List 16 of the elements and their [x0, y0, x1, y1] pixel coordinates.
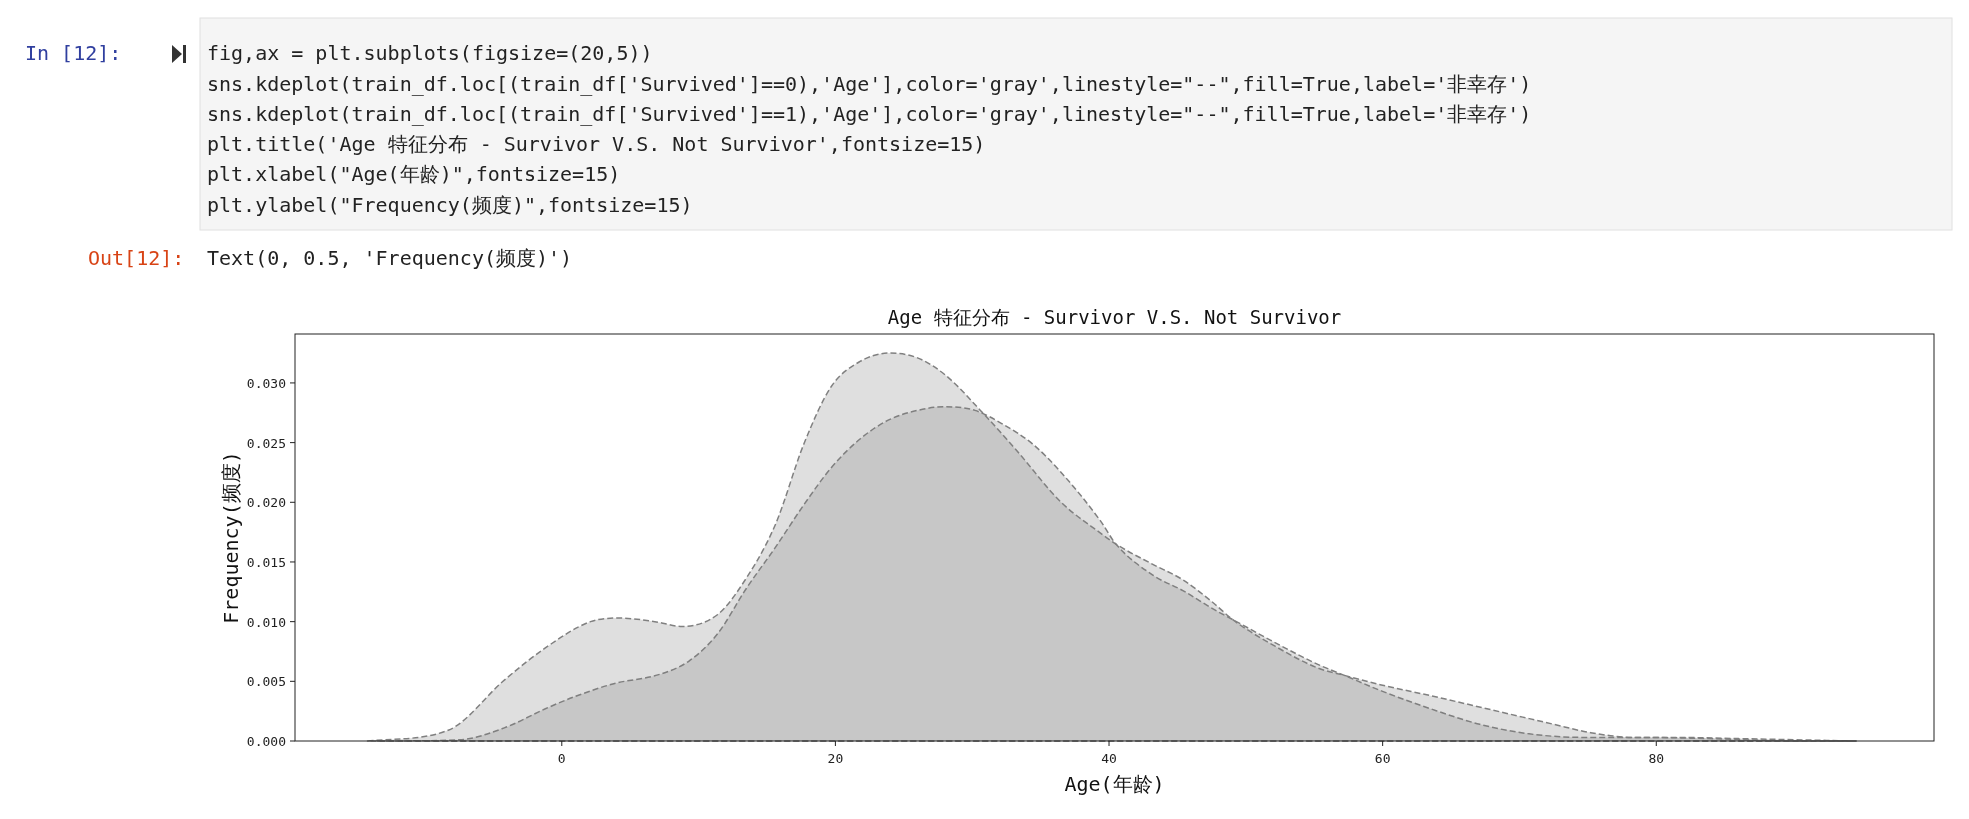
y-tick-label: 0.000: [246, 734, 286, 749]
y-tick-label: 0.025: [246, 435, 286, 451]
y-tick-label: 0.010: [246, 614, 286, 630]
y-tick-label: 0.020: [246, 495, 286, 511]
x-tick-label: 20: [827, 751, 844, 766]
y-tick-label: 0.030: [246, 375, 286, 391]
x-tick-label: 0: [557, 751, 566, 766]
x-tick-label: 80: [1648, 751, 1665, 766]
x-axis-title: Age(年龄): [1064, 772, 1165, 796]
chart-title: Age 特征分布 - Survivor V.S. Not Survivor: [887, 306, 1342, 328]
y-axis-title: Frequency(频度): [219, 451, 243, 624]
y-tick-label: 0.005: [246, 674, 286, 690]
y-tick-label: 0.015: [246, 554, 286, 570]
x-tick-label: 60: [1374, 751, 1391, 766]
notebook: In [12]: fig,ax = plt.subplots(figsize=(20,5)) sns.kdeplot(train_df.loc[(train_df['Survived']==0),'Age'],color='gray',linestyle="--",fill=True,label='非幸存') sns.kdeplot(train_df.loc[(train_df['Survived']==1),'Age'],color='gray',linestyle="--",fill=True,label='非幸存') plt.title('Age 特征分布 - Survivor V.S. Not Survivor',fontsize=15) plt.xlabel("Age(年龄)",fontsize=15) plt.ylabel("Frequency(频度)",fontsize=15) Out[12]: Text(0, 0.5, 'Frequency(频度)'): [25, 17, 1953, 270]
x-tick-label: 40: [1101, 751, 1117, 766]
